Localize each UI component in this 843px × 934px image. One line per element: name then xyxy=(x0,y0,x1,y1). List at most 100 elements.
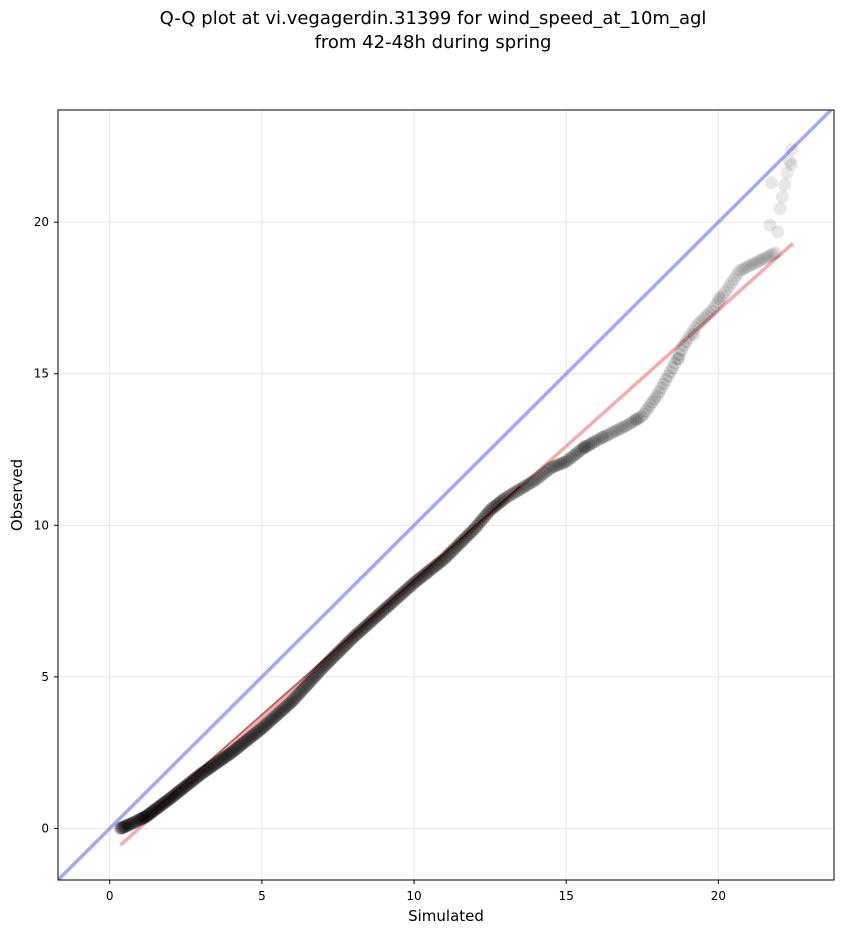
data-point xyxy=(195,766,209,780)
data-point xyxy=(501,490,515,504)
data-point xyxy=(364,614,378,628)
data-point xyxy=(152,800,166,814)
data-point xyxy=(681,331,695,345)
data-point xyxy=(301,677,315,691)
data-point xyxy=(405,578,419,592)
data-point xyxy=(551,458,565,472)
data-point xyxy=(715,289,729,303)
data-point xyxy=(407,576,421,590)
data-point xyxy=(773,202,787,216)
data-point xyxy=(447,542,461,556)
data-point xyxy=(238,735,252,749)
fit-line xyxy=(119,242,795,847)
data-point xyxy=(255,721,269,735)
data-point xyxy=(415,570,429,584)
data-point xyxy=(785,142,799,156)
data-point xyxy=(220,749,234,763)
data-point xyxy=(537,467,551,481)
data-point xyxy=(543,462,557,476)
data-point xyxy=(688,321,702,335)
data-point xyxy=(409,574,423,588)
data-point xyxy=(547,459,561,473)
data-point xyxy=(626,415,640,429)
data-point xyxy=(522,477,536,491)
data-point xyxy=(248,727,262,741)
data-point xyxy=(711,291,725,305)
data-point xyxy=(372,608,386,621)
x-tick-label: 10 xyxy=(406,889,421,903)
data-point xyxy=(612,422,626,436)
data-point xyxy=(279,700,293,714)
data-point xyxy=(338,639,352,653)
data-point xyxy=(170,786,184,800)
data-point xyxy=(181,777,195,791)
data-point xyxy=(520,478,534,492)
data-point xyxy=(657,377,671,391)
data-point xyxy=(532,470,546,484)
data-point xyxy=(629,412,643,426)
data-point xyxy=(573,444,587,458)
fit-line-group xyxy=(119,242,795,847)
data-point xyxy=(217,751,231,765)
data-point xyxy=(297,681,311,695)
data-point xyxy=(569,447,583,461)
data-point xyxy=(134,812,148,826)
data-point xyxy=(725,276,739,290)
data-point xyxy=(449,540,463,554)
data-point xyxy=(184,775,198,789)
data-point xyxy=(187,772,201,786)
data-point xyxy=(423,563,437,577)
data-point xyxy=(114,821,128,835)
data-point xyxy=(370,609,384,623)
data-point xyxy=(763,218,777,232)
data-point xyxy=(528,473,542,487)
data-point xyxy=(663,365,677,379)
data-point xyxy=(285,695,299,709)
data-point xyxy=(389,592,403,606)
data-point xyxy=(281,698,295,712)
data-point xyxy=(445,544,459,558)
data-point xyxy=(114,821,128,835)
data-point xyxy=(204,760,218,774)
data-point xyxy=(190,770,204,784)
data-point xyxy=(517,480,531,494)
data-point xyxy=(308,669,322,683)
data-point xyxy=(235,737,249,751)
data-point xyxy=(478,510,492,524)
data-point xyxy=(684,328,698,342)
data-point xyxy=(173,784,187,798)
data-point xyxy=(116,820,130,834)
data-point xyxy=(387,594,401,608)
data-point xyxy=(597,430,611,444)
data-point xyxy=(319,658,333,672)
data-point xyxy=(383,597,397,611)
data-point xyxy=(123,817,137,831)
data-point xyxy=(580,439,594,453)
data-point xyxy=(118,819,132,833)
data-point xyxy=(129,815,143,829)
data-point xyxy=(315,661,329,675)
data-point xyxy=(358,620,372,634)
data-point xyxy=(168,787,182,801)
data-point xyxy=(117,820,131,834)
data-point xyxy=(468,522,481,536)
data-point xyxy=(411,573,425,587)
data-point xyxy=(317,659,331,673)
data-point xyxy=(136,811,150,825)
data-point xyxy=(264,714,278,728)
data-point xyxy=(142,808,156,822)
data-point xyxy=(690,318,704,332)
data-point xyxy=(310,667,324,681)
data-point xyxy=(693,316,707,330)
data-point xyxy=(145,805,159,819)
data-point xyxy=(675,343,689,357)
data-point xyxy=(299,679,313,693)
y-axis-ticks: 0 5 10 15 20 xyxy=(34,215,58,835)
data-point xyxy=(356,621,370,635)
data-point xyxy=(325,652,339,666)
data-point xyxy=(768,246,782,260)
data-point xyxy=(295,683,309,697)
data-point xyxy=(652,385,666,399)
data-point xyxy=(700,309,714,323)
data-point xyxy=(236,736,250,750)
